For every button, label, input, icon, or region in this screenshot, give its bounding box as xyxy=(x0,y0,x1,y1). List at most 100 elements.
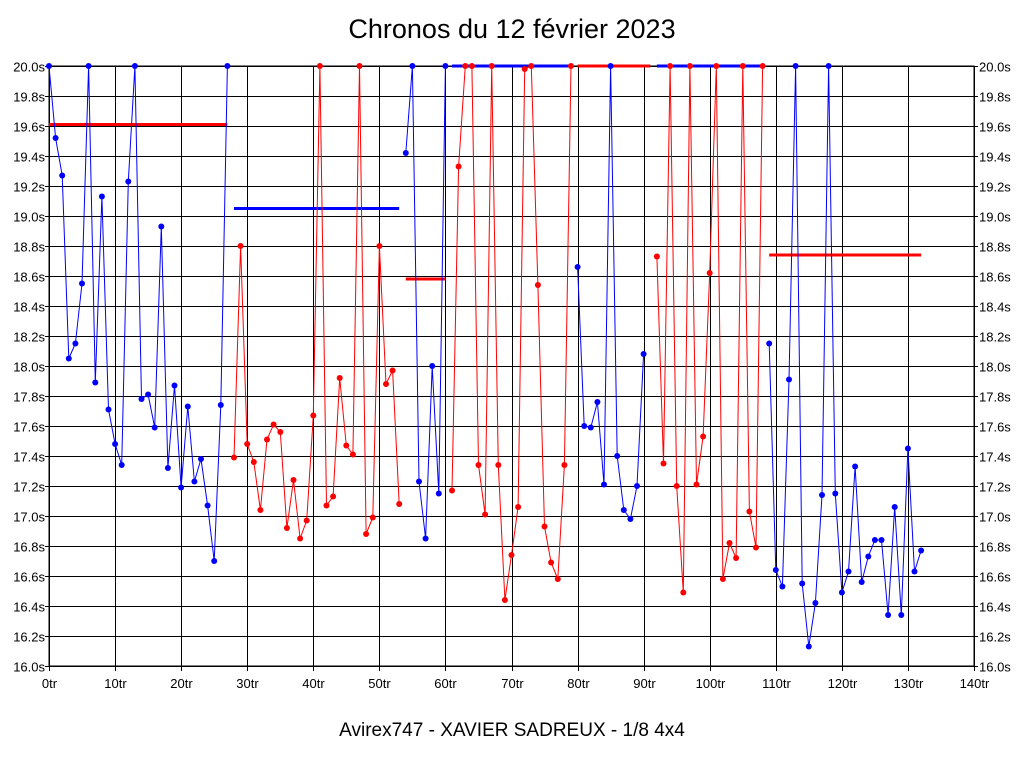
lap-point xyxy=(501,597,508,603)
lap-point xyxy=(257,507,264,513)
lap-point xyxy=(475,462,482,468)
lap-point xyxy=(904,445,911,452)
x-tick-label: 40tr xyxy=(302,676,325,691)
y-tick-label-right: 17.8s xyxy=(979,390,1011,405)
y-tick-label-left: 17.6s xyxy=(13,420,45,435)
lap-point xyxy=(680,589,687,596)
lap-point xyxy=(759,63,766,69)
lap-point xyxy=(640,351,647,357)
lap-point xyxy=(852,463,859,470)
y-tick-label-left: 17.4s xyxy=(13,450,45,465)
lap-point xyxy=(468,63,475,69)
lap-point xyxy=(805,643,812,650)
lap-point xyxy=(231,454,237,461)
lap-point xyxy=(198,456,204,462)
lap-point xyxy=(125,178,132,185)
lap-point xyxy=(719,576,726,582)
lap-point xyxy=(713,63,720,69)
lap-point xyxy=(105,406,112,413)
chart-title: Chronos du 12 février 2023 xyxy=(348,14,676,44)
y-tick-label-left: 16.2s xyxy=(13,630,45,645)
y-tick-label-right: 16.6s xyxy=(979,570,1011,585)
lap-point xyxy=(561,462,568,468)
lap-point xyxy=(746,508,753,515)
lap-point xyxy=(283,525,290,531)
y-tick-label-left: 19.6s xyxy=(13,120,45,135)
lap-point xyxy=(270,421,277,428)
lap-point xyxy=(653,253,660,260)
lap-point xyxy=(918,547,925,554)
lap-point xyxy=(693,481,700,488)
lap-point xyxy=(376,243,383,249)
lap-point xyxy=(409,63,416,69)
lap-point xyxy=(700,433,707,440)
lap-point xyxy=(85,63,92,69)
y-tick-label-right: 19.2s xyxy=(979,180,1011,195)
lap-point xyxy=(138,396,145,402)
y-tick-label-left: 16.0s xyxy=(13,660,45,675)
lap-point xyxy=(184,403,191,410)
lap-point xyxy=(534,282,541,288)
lap-point xyxy=(845,568,852,575)
y-tick-label-right: 20.0s xyxy=(979,60,1011,75)
lap-point xyxy=(79,280,85,287)
lap-line-blue xyxy=(48,65,228,562)
lap-point xyxy=(865,553,872,560)
y-tick-label-left: 18.2s xyxy=(13,330,45,345)
chart-footer: Avirex747 - XAVIER SADREUX - 1/8 4x4 xyxy=(339,720,685,741)
y-tick-label-right: 19.8s xyxy=(979,90,1011,105)
lap-point xyxy=(885,612,892,618)
x-tick-label: 70tr xyxy=(501,676,524,691)
y-tick-label-right: 19.0s xyxy=(979,210,1011,225)
x-tick-label: 60tr xyxy=(434,676,457,691)
lap-point xyxy=(455,163,462,170)
lap-point xyxy=(330,493,337,500)
lap-point xyxy=(416,478,422,485)
y-tick-label-left: 18.4s xyxy=(13,300,45,315)
lap-point xyxy=(164,465,171,471)
lap-point xyxy=(482,511,489,518)
lap-point xyxy=(356,63,363,69)
x-tick-label: 140tr xyxy=(960,676,990,691)
lap-point xyxy=(46,63,52,69)
y-tick-label-right: 17.0s xyxy=(979,510,1011,525)
lap-point xyxy=(825,63,832,69)
x-tick-label: 50tr xyxy=(368,676,391,691)
x-tick-label: 30tr xyxy=(236,676,259,691)
lap-point xyxy=(369,514,376,521)
y-tick-label-right: 16.4s xyxy=(979,600,1011,615)
lap-point xyxy=(587,424,594,431)
y-tick-label-right: 19.4s xyxy=(979,150,1011,165)
y-tick-label-right: 16.0s xyxy=(979,660,1011,675)
lap-point xyxy=(898,612,905,618)
lap-point xyxy=(554,576,561,582)
y-tick-label-left: 19.0s xyxy=(13,210,45,225)
lap-point xyxy=(488,63,495,69)
lap-point xyxy=(118,462,125,468)
lap-point xyxy=(812,600,819,606)
lap-point xyxy=(614,453,621,459)
lap-point xyxy=(290,477,297,483)
x-tick-label: 20tr xyxy=(170,676,193,691)
lap-point xyxy=(753,544,759,551)
lap-point xyxy=(766,340,773,347)
lap-point xyxy=(264,436,270,443)
lap-point xyxy=(349,451,356,458)
lap-point xyxy=(891,504,898,510)
x-tick-label: 10tr xyxy=(104,676,127,691)
lap-point xyxy=(607,63,614,69)
lap-point xyxy=(772,567,779,573)
lap-point xyxy=(323,502,330,509)
lap-point xyxy=(250,459,257,465)
y-tick-label-right: 18.8s xyxy=(979,240,1011,255)
y-tick-label-right: 17.4s xyxy=(979,450,1011,465)
lap-point xyxy=(65,355,72,362)
x-tick-label: 120tr xyxy=(828,676,858,691)
lap-point xyxy=(726,540,733,546)
y-tick-label-left: 19.2s xyxy=(13,180,45,195)
y-tick-label-right: 16.2s xyxy=(979,630,1011,645)
y-tick-label-right: 16.8s xyxy=(979,540,1011,555)
y-tick-label-right: 18.0s xyxy=(979,360,1011,375)
lap-point xyxy=(634,483,640,489)
